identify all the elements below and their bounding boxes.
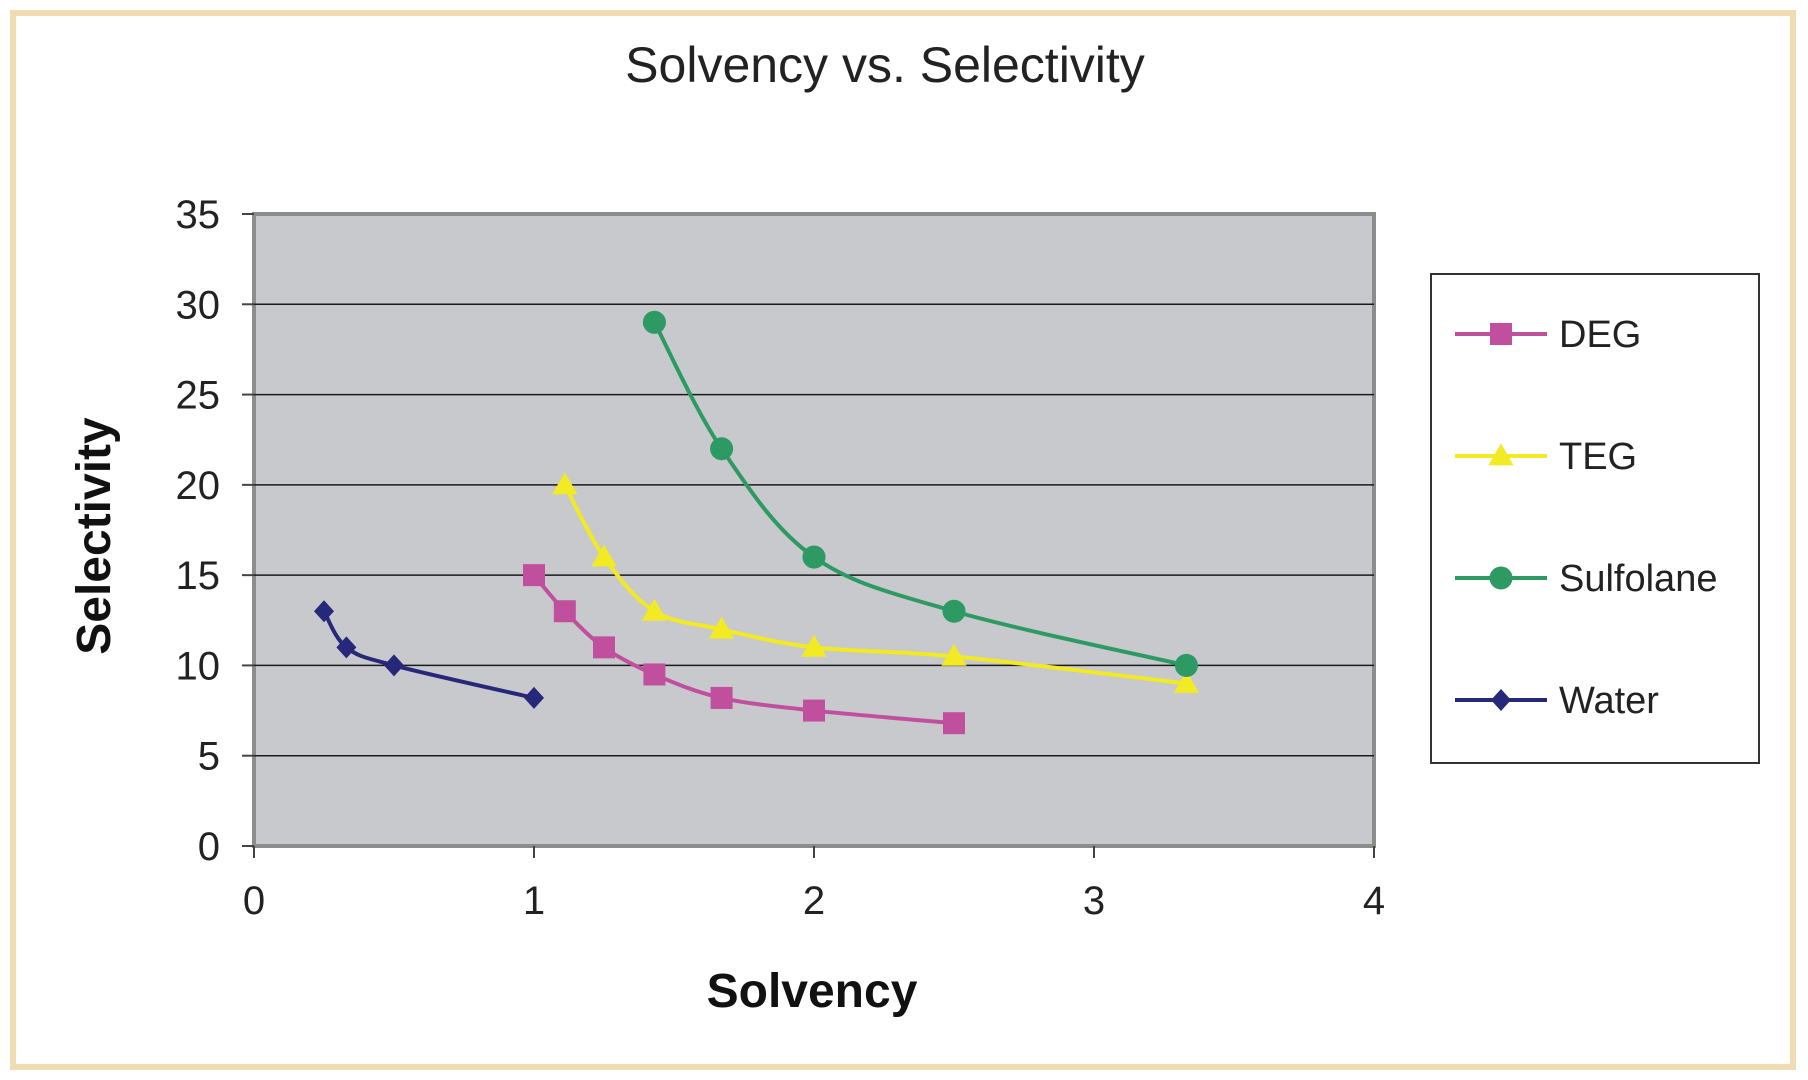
x-tick-label: 2 xyxy=(803,879,825,923)
legend-label: TEG xyxy=(1559,436,1637,478)
data-point-sulfolane xyxy=(942,599,966,623)
data-point-teg xyxy=(552,472,578,495)
legend-label: DEG xyxy=(1559,314,1641,356)
plot-area xyxy=(252,212,1376,848)
legend-marker xyxy=(1491,689,1511,711)
data-point-teg xyxy=(1173,670,1200,693)
x-tick-label: 3 xyxy=(1083,879,1105,923)
data-point-teg xyxy=(708,616,735,639)
data-point-deg xyxy=(710,686,733,709)
legend-marker xyxy=(1489,566,1513,590)
x-tick-label: 1 xyxy=(523,879,545,923)
legend-marker xyxy=(1488,443,1514,466)
series-group xyxy=(314,310,1200,735)
legend-item-sulfolane: Sulfolane xyxy=(1455,558,1717,600)
data-point-deg xyxy=(523,564,545,587)
data-point-sulfolane xyxy=(802,545,826,569)
data-point-sulfolane xyxy=(642,310,666,334)
legend-item-deg: DEG xyxy=(1455,314,1641,356)
x-axis-title: Solvency xyxy=(707,965,918,1018)
x-tick-label: 0 xyxy=(243,879,265,923)
legend-label: Sulfolane xyxy=(1559,558,1717,600)
y-tick-label: 30 xyxy=(176,283,221,327)
legend-label: Water xyxy=(1559,680,1659,722)
y-tick-label: 10 xyxy=(176,644,221,688)
data-point-deg xyxy=(593,636,615,659)
data-point-teg xyxy=(591,544,617,567)
y-axis-title: Selectivity xyxy=(68,417,121,655)
legend-box xyxy=(1430,273,1760,764)
data-point-teg xyxy=(641,598,668,621)
legend: DEG TEG Sulfolane Water xyxy=(1430,273,1760,764)
data-point-sulfolane xyxy=(710,437,734,461)
x-tick-label: 4 xyxy=(1363,879,1385,923)
data-point-water xyxy=(384,654,404,677)
axes: 0 5 10 15 20 25 30 35 0 1 2 3 4 xyxy=(176,193,1386,923)
y-tick-label: 35 xyxy=(176,193,221,237)
y-tick-label: 0 xyxy=(198,825,220,869)
legend-item-teg: TEG xyxy=(1455,436,1637,478)
series-water xyxy=(314,600,544,709)
data-point-deg xyxy=(643,663,666,686)
data-point-sulfolane xyxy=(1174,653,1198,677)
data-point-teg xyxy=(941,643,967,666)
series-line-water xyxy=(322,610,535,700)
y-tick-label: 5 xyxy=(198,735,220,779)
data-point-water xyxy=(314,600,334,623)
data-point-teg xyxy=(801,634,827,657)
series-deg xyxy=(523,564,965,735)
legend-item-water: Water xyxy=(1455,680,1659,722)
data-point-deg xyxy=(803,699,825,722)
data-point-water xyxy=(524,686,544,709)
data-point-water xyxy=(336,636,357,659)
series-teg xyxy=(552,472,1200,693)
legend-marker xyxy=(1490,323,1512,345)
data-point-deg xyxy=(943,712,965,735)
data-point-deg xyxy=(553,600,576,623)
series-sulfolane xyxy=(642,310,1198,677)
y-tick-label: 25 xyxy=(176,374,221,418)
chart-title: Solvency vs. Selectivity xyxy=(625,37,1145,93)
y-tick-label: 15 xyxy=(176,554,221,598)
y-tick-label: 20 xyxy=(176,464,221,508)
